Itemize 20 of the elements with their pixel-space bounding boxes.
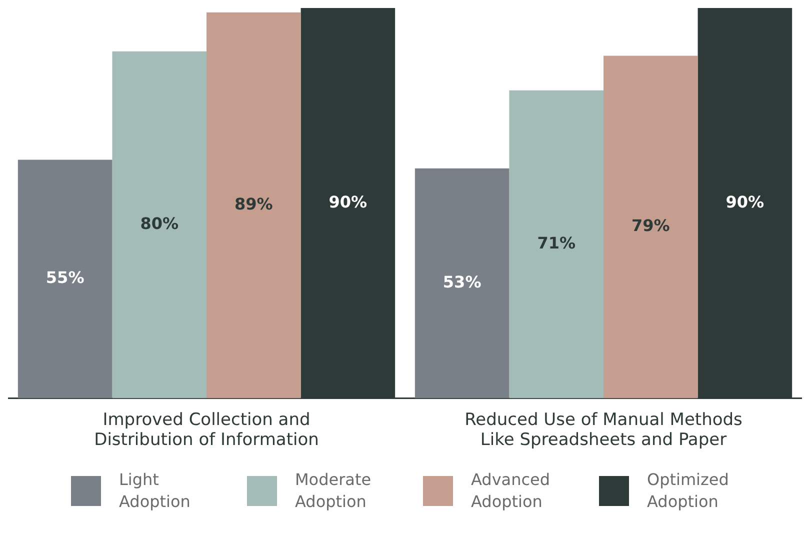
legend-label: Optimized Adoption — [647, 469, 730, 513]
x-tick-label: Improved Collection and Distribution of Information — [94, 410, 319, 450]
bar — [509, 90, 604, 398]
x-tick-label: Reduced Use of Manual Methods Like Spreadsheets and Paper — [464, 410, 743, 450]
data-label: 89% — [234, 194, 273, 214]
data-label: 90% — [328, 192, 368, 212]
legend-label: Moderate Adoption — [295, 469, 372, 513]
bar — [414, 168, 510, 398]
data-label: 55% — [46, 268, 84, 288]
legend-label: Advanced Adoption — [471, 469, 552, 513]
bar — [604, 56, 698, 398]
bar — [112, 51, 206, 398]
bar — [206, 12, 301, 398]
data-label: 90% — [726, 192, 764, 212]
data-label: 71% — [537, 233, 576, 252]
data-label: 79% — [631, 216, 670, 236]
data-label: 53% — [442, 272, 482, 292]
data-label: 80% — [140, 214, 179, 233]
legend-label: Light Adoption — [119, 469, 192, 513]
bar — [18, 160, 112, 398]
